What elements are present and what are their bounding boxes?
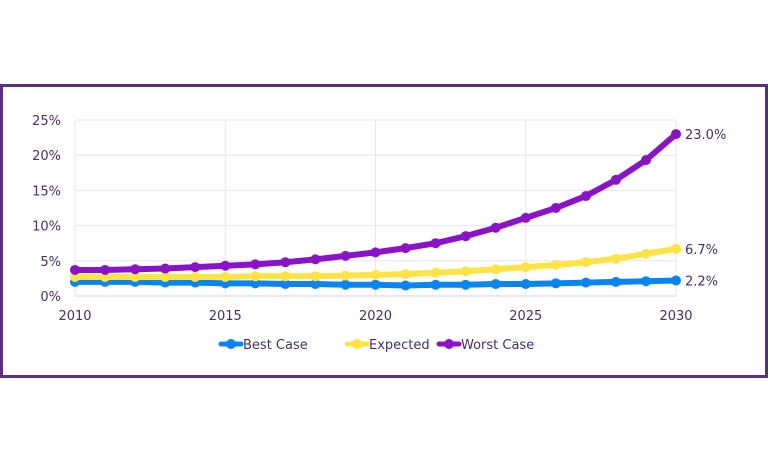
x-axis-ticks: 2010 2015 2020 2025 2030 bbox=[58, 309, 692, 324]
chart-frame bbox=[0, 84, 768, 378]
legend-label: Expected bbox=[369, 338, 430, 353]
data-point bbox=[160, 271, 171, 282]
legend-swatch-marker bbox=[226, 339, 236, 349]
legend-label: Best Case bbox=[243, 338, 308, 353]
data-point bbox=[340, 250, 351, 261]
x-tick-label: 2010 bbox=[58, 309, 91, 324]
data-point bbox=[520, 279, 531, 290]
data-point bbox=[340, 270, 351, 281]
data-point bbox=[640, 248, 651, 259]
data-point bbox=[580, 277, 591, 288]
legend-swatch-marker bbox=[352, 339, 362, 349]
data-point bbox=[280, 257, 291, 268]
data-point bbox=[580, 257, 591, 268]
legend-item: Expected bbox=[344, 338, 430, 353]
y-axis-ticks: 0% 5% 10% 15% 20% 25% bbox=[32, 114, 61, 305]
data-point bbox=[520, 212, 531, 223]
data-point bbox=[190, 271, 201, 282]
data-label: 6.7% bbox=[685, 243, 718, 258]
legend-swatch-marker bbox=[444, 339, 454, 349]
data-point bbox=[280, 279, 291, 290]
y-tick-label: 20% bbox=[32, 149, 61, 164]
data-point bbox=[130, 264, 141, 275]
legend-label: Worst Case bbox=[461, 338, 534, 353]
data-point bbox=[220, 271, 231, 282]
data-point bbox=[130, 271, 141, 282]
end-labels: 2.2% 6.7% 23.0% bbox=[685, 128, 726, 289]
data-point bbox=[671, 243, 681, 254]
legend: Best Case Expected Worst Case bbox=[218, 338, 534, 353]
x-tick-label: 2015 bbox=[209, 309, 242, 324]
data-point bbox=[671, 129, 681, 140]
y-tick-label: 15% bbox=[32, 184, 61, 199]
y-tick-label: 25% bbox=[32, 114, 61, 129]
data-point bbox=[310, 254, 321, 265]
data-point bbox=[430, 238, 441, 249]
data-point bbox=[671, 275, 681, 286]
data-label: 2.2% bbox=[685, 275, 718, 290]
data-point bbox=[400, 269, 411, 280]
data-point bbox=[490, 264, 501, 275]
series-lines bbox=[70, 129, 681, 291]
legend-item: Best Case bbox=[218, 338, 308, 353]
data-point bbox=[460, 279, 471, 290]
data-point bbox=[370, 279, 381, 290]
x-tick-label: 2030 bbox=[659, 309, 692, 324]
data-point bbox=[610, 253, 621, 264]
data-point bbox=[310, 271, 321, 282]
y-tick-label: 5% bbox=[40, 255, 61, 270]
data-point bbox=[190, 262, 201, 273]
data-point bbox=[370, 247, 381, 258]
data-point bbox=[640, 276, 651, 287]
data-point bbox=[100, 271, 111, 282]
data-point bbox=[220, 260, 231, 271]
data-point bbox=[250, 278, 261, 289]
data-label: 23.0% bbox=[685, 128, 726, 143]
data-point bbox=[610, 276, 621, 287]
data-point bbox=[160, 263, 171, 274]
data-point bbox=[70, 271, 80, 282]
data-point bbox=[280, 271, 291, 282]
series-worst-case bbox=[70, 129, 681, 275]
data-point bbox=[550, 278, 561, 289]
data-point bbox=[460, 266, 471, 277]
data-point bbox=[250, 259, 261, 270]
data-point bbox=[100, 264, 111, 275]
data-point bbox=[400, 280, 411, 291]
data-point bbox=[640, 155, 651, 166]
data-point bbox=[250, 271, 261, 282]
y-tick-label: 10% bbox=[32, 220, 61, 235]
data-point bbox=[460, 231, 471, 242]
data-point bbox=[490, 222, 501, 233]
data-point bbox=[400, 243, 411, 254]
data-point bbox=[580, 191, 591, 202]
data-point bbox=[340, 279, 351, 290]
x-tick-label: 2025 bbox=[509, 309, 542, 324]
data-point bbox=[490, 279, 501, 290]
data-point bbox=[430, 279, 441, 290]
data-point bbox=[310, 279, 321, 290]
legend-item: Worst Case bbox=[436, 338, 534, 353]
data-point bbox=[520, 262, 531, 273]
data-point bbox=[550, 260, 561, 271]
data-point bbox=[550, 203, 561, 213]
data-point bbox=[70, 264, 80, 275]
data-point bbox=[430, 267, 441, 278]
data-point bbox=[610, 174, 621, 185]
series-expected bbox=[70, 243, 681, 282]
data-point bbox=[370, 269, 381, 280]
x-tick-label: 2020 bbox=[359, 309, 392, 324]
y-tick-label: 0% bbox=[40, 290, 61, 305]
